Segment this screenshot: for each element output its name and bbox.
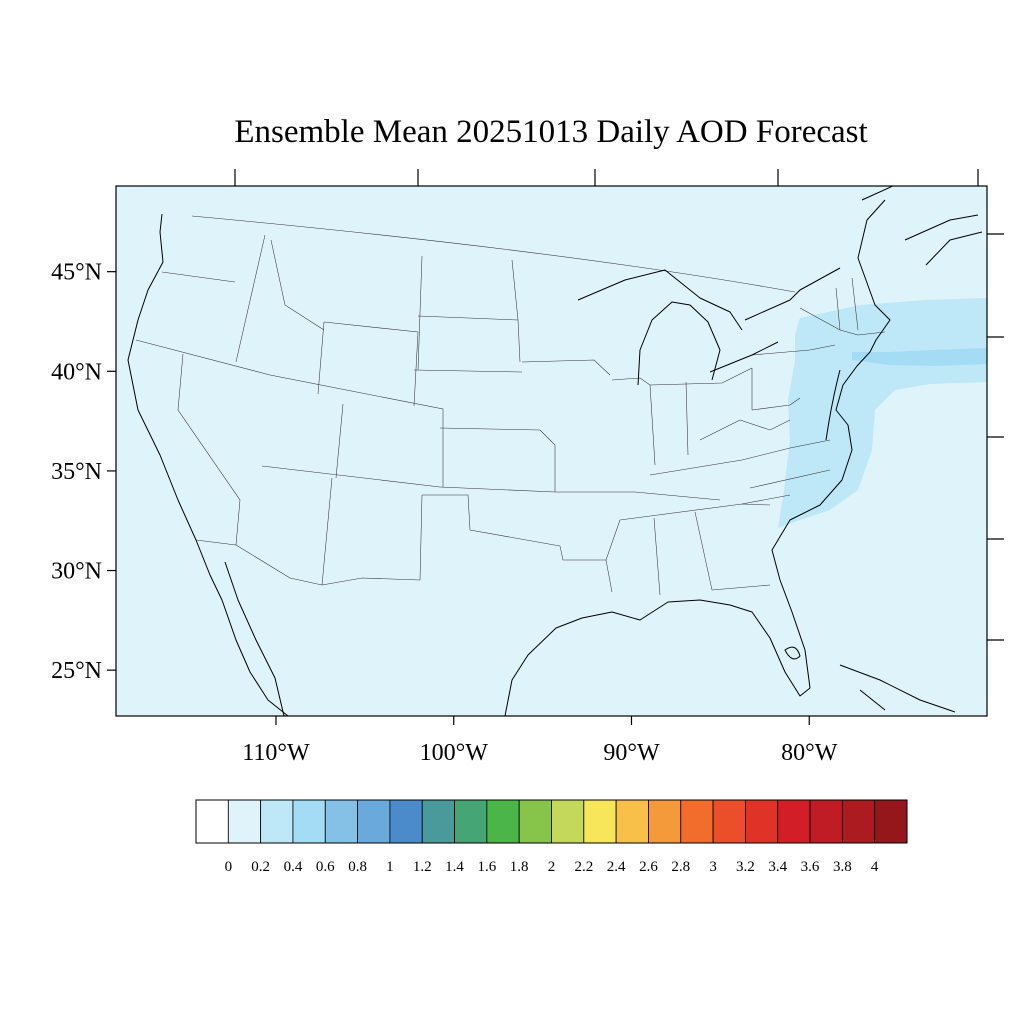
colorbar: 0 0.2 0.4 0.6 0.8 1 1.2 1.4 1.6 1.8 2 2.2 2.4 2.6 2.8 3… [195,799,908,875]
map-title: Ensemble Mean 20251013 Daily AOD Forecas… [234,114,867,150]
lon-tick-label: 110°W [242,740,310,766]
colorbar-swatch [777,799,811,844]
lat-tick-label: 25°N [51,658,102,684]
colorbar-swatch [841,799,876,844]
map-panel [115,185,988,717]
colorbar-swatch [648,799,682,844]
colorbar-swatch [551,799,585,844]
colorbar-swatch [874,799,908,844]
colorbar-label: 0 [225,859,233,875]
lon-tick-label: 100°W [420,740,489,766]
colorbar-label: 2.6 [639,859,658,875]
colorbar-swatch [389,799,423,844]
coastlines [127,186,983,716]
colorbar-swatch [195,799,229,844]
colorbar-swatch [680,799,714,844]
aod-plume-inner [852,348,987,366]
colorbar-label: 2.4 [607,859,626,875]
colorbar-label: 1.6 [477,859,496,875]
colorbar-label: 2 [548,859,556,875]
colorbar-swatch [486,799,520,844]
colorbar-swatch [583,799,617,844]
colorbar-swatch [712,799,746,844]
colorbar-swatch [357,799,391,844]
colorbar-label: 1.8 [510,859,529,875]
colorbar-swatch [518,799,552,844]
lon-tick-label: 80°W [781,740,838,766]
colorbar-swatch [745,799,779,844]
colorbar-label: 1.4 [445,859,464,875]
colorbar-label: 3.8 [833,859,852,875]
lon-tick-label: 90°W [603,740,660,766]
longitude-labels: 110°W 100°W 90°W 80°W [242,740,837,766]
colorbar-label: 0.8 [348,859,367,875]
lat-tick-label: 45°N [51,260,102,286]
colorbar-swatch [292,799,326,844]
colorbar-swatch [809,799,843,844]
colorbar-swatch [227,799,262,844]
colorbar-label: 0.6 [316,859,335,875]
colorbar-label: 3 [709,859,717,875]
colorbar-swatch [454,799,488,844]
lat-tick-label: 30°N [51,559,102,585]
colorbar-label: 1 [386,859,394,875]
state-boundaries [135,215,886,596]
colorbar-label: 1.2 [413,859,432,875]
lat-tick-label: 35°N [51,459,102,485]
colorbar-label: 0.4 [284,859,303,875]
colorbar-label: 4 [871,859,879,875]
axis-ticks [107,169,1004,725]
colorbar-label: 2.8 [671,859,690,875]
colorbar-swatch [324,799,358,844]
colorbar-swatch [260,799,294,844]
map-frame [115,185,988,717]
colorbar-swatch [421,799,455,844]
colorbar-label: 3.6 [801,859,820,875]
colorbar-frame [195,799,908,844]
colorbar-label: 2.2 [574,859,593,875]
colorbar-label: 3.2 [736,859,755,875]
colorbar-label: 3.4 [768,859,787,875]
colorbar-label: 0.2 [251,859,270,875]
colorbar-swatch [615,799,649,844]
latitude-labels: 45°N 40°N 35°N 30°N 25°N [51,260,102,684]
lat-tick-label: 40°N [51,359,102,385]
